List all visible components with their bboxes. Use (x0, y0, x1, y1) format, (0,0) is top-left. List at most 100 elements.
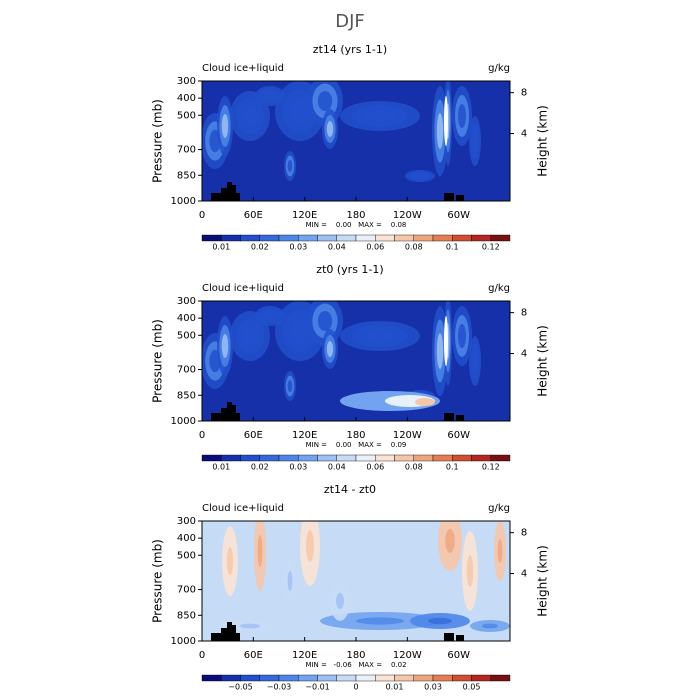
y-axis-label: Pressure (mb) (151, 319, 165, 403)
y-tick-label: 1000 (171, 416, 196, 427)
x-tick-label: 0 (199, 430, 205, 441)
colorbar-box (278, 454, 299, 462)
y-tick-label: 300 (177, 296, 196, 307)
contour-blob (317, 91, 333, 111)
x-tick-label: 0 (199, 210, 205, 221)
contour-blob (242, 326, 258, 346)
colorbar-box (298, 234, 318, 242)
contour-blob (436, 113, 444, 149)
contour-blob (364, 110, 396, 122)
colorbar-label: 0.01 (386, 683, 404, 692)
terrain (227, 622, 232, 641)
y-tick-label: 400 (177, 533, 196, 544)
colorbar-box (375, 234, 395, 242)
colorbar-box (452, 234, 472, 242)
colorbar-box (394, 674, 414, 682)
contour-blob (336, 593, 344, 609)
panel-title: zt14 (yrs 1-1) (313, 43, 387, 56)
colorbar-label: 0.03 (289, 463, 307, 472)
terrain (227, 402, 232, 421)
x-tick-label: 180 (346, 430, 365, 441)
colorbar-box (201, 454, 222, 462)
colorbar-box (355, 674, 376, 682)
y2-axis-label: Height (km) (536, 545, 550, 616)
x-tick-label: 180 (346, 210, 365, 221)
colorbar-box (336, 674, 357, 682)
colorbar-label: 0.04 (328, 243, 346, 252)
contour-blob (466, 555, 474, 587)
y-axis-label: Pressure (mb) (151, 99, 165, 183)
contour-blob (415, 398, 435, 406)
terrain (221, 628, 227, 641)
field-label: Cloud ice+liquid (202, 283, 284, 294)
y2-tick-label: 4 (521, 349, 527, 360)
y-tick-label: 400 (177, 313, 196, 324)
x-tick-label: 60E (244, 210, 263, 221)
colorbar-box (221, 454, 241, 462)
contour-blob (287, 160, 293, 172)
colorbar-box (471, 234, 491, 242)
x-tick-label: 60E (244, 430, 263, 441)
colorbar-label: 0.08 (405, 463, 423, 472)
terrain (236, 413, 240, 421)
colorbar-box (413, 674, 434, 682)
y2-axis-label: Height (km) (536, 325, 550, 396)
field-label: Cloud ice+liquid (202, 63, 284, 74)
colorbar-box (432, 454, 453, 462)
contour-blob (356, 617, 404, 625)
colorbar-box (278, 234, 299, 242)
colorbar-box (490, 674, 511, 682)
colorbar-label: 0.03 (289, 243, 307, 252)
contour-blob (428, 617, 452, 625)
y-tick-label: 700 (177, 145, 196, 156)
colorbar-label: 0.12 (482, 463, 500, 472)
colorbar-box (490, 234, 511, 242)
colorbar-box (375, 674, 395, 682)
panel-title: zt14 - zt0 (324, 483, 376, 496)
colorbar-box (394, 234, 414, 242)
colorbar-box (201, 674, 222, 682)
contour-blob (221, 334, 229, 358)
y-tick-label: 300 (177, 516, 196, 527)
x-tick-label: 60W (447, 430, 470, 441)
colorbar-box (278, 674, 299, 682)
x-tick-label: 60W (447, 650, 470, 661)
colorbar-box (413, 454, 434, 462)
terrain (456, 635, 464, 641)
x-tick-label: 120E (292, 650, 317, 661)
terrain (456, 415, 464, 421)
x-tick-label: 120E (292, 210, 317, 221)
contour-blob (482, 623, 498, 629)
contour-peak (444, 96, 448, 146)
y2-axis-label: Height (km) (536, 105, 550, 176)
figure-title: DJF (335, 11, 365, 32)
contour-field (202, 301, 510, 421)
units-label: g/kg (488, 63, 510, 74)
terrain (444, 413, 454, 421)
contour-blob (242, 106, 258, 126)
colorbar-box (336, 234, 357, 242)
contour-blob (326, 121, 334, 137)
colorbar-box (317, 454, 337, 462)
colorbar-box (259, 454, 280, 462)
terrain (211, 633, 221, 641)
colorbar-box (375, 454, 395, 462)
colorbar-box (240, 454, 260, 462)
terrain (236, 633, 240, 641)
y-tick-label: 300 (177, 76, 196, 87)
terrain (221, 408, 227, 421)
y-tick-label: 500 (177, 330, 196, 341)
plot-area: 300 400 500 700 850 1000 8 4 Pressure (mb) Height… (151, 516, 550, 661)
colorbar-box (471, 674, 491, 682)
x-tick-label: 120W (393, 210, 422, 221)
units-label: g/kg (488, 283, 510, 294)
terrain (236, 193, 240, 201)
x-tick-label: 120W (393, 430, 422, 441)
contour-blob (221, 114, 229, 138)
terrain (227, 182, 232, 201)
colorbar-label: 0.04 (328, 463, 346, 472)
x-tick-label: 180 (346, 650, 365, 661)
colorbar-box (317, 674, 337, 682)
y-tick-label: 700 (177, 585, 196, 596)
colorbar-label: −0.01 (305, 683, 330, 692)
